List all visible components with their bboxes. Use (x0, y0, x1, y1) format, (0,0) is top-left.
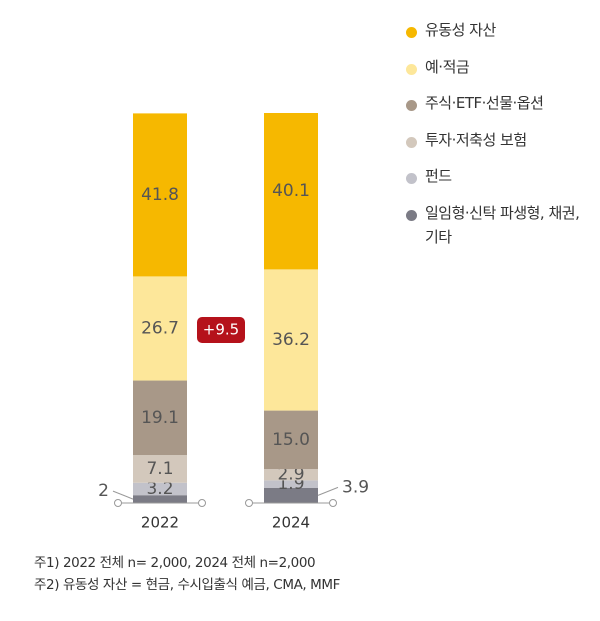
value-label: 19.1 (141, 408, 179, 428)
value-label: 15.0 (272, 430, 310, 450)
value-label: 26.7 (141, 318, 179, 338)
value-label: 7.1 (146, 459, 173, 479)
x-tick-label: 2022 (141, 514, 179, 532)
bar-segment (264, 410, 318, 470)
value-label: 36.2 (272, 330, 310, 350)
leader-line (112, 490, 134, 500)
value-label: 40.1 (272, 181, 310, 201)
legend-item: 일임형·신탁 파생형, 채권, 기타 (402, 204, 592, 246)
legend-label: 일임형·신탁 파생형, 채권, 기타 (425, 203, 580, 246)
bar-segment (264, 269, 318, 411)
legend-item: 예·적금 (402, 58, 592, 96)
baseline-end (114, 499, 122, 507)
baseline-end (198, 499, 206, 507)
value-label: 3.9 (342, 477, 369, 497)
value-label: 3.2 (146, 479, 173, 499)
baseline-end (245, 499, 253, 507)
legend-label: 유동성 자산 (425, 21, 496, 39)
legend-label: 주식·ETF·선물·옵션 (425, 94, 544, 112)
bar-segment (133, 495, 187, 503)
bar-segment (133, 113, 187, 277)
bar-segment (133, 482, 187, 496)
value-label: 41.8 (141, 185, 179, 205)
value-label: 2.9 (277, 465, 304, 485)
bar-segment (264, 487, 318, 503)
legend-label: 투자·저축성 보험 (425, 130, 527, 149)
legend-swatch (406, 136, 417, 148)
annotation: +9.5 (203, 321, 239, 339)
legend-label: 예·적금 (425, 57, 470, 76)
legend-swatch (406, 173, 417, 184)
annotation-badge (197, 317, 245, 343)
legend-label: 펀드 (425, 167, 452, 185)
notes: 주1) 2022 전체 n= 2,000, 2024 전체 n=2,000 주2… (34, 552, 340, 596)
bar-segment (133, 455, 187, 483)
bar-segment (133, 380, 187, 456)
bar-segment (264, 480, 318, 488)
legend-swatch (406, 209, 417, 221)
legend-swatch (406, 27, 417, 38)
note: 주1) 2022 전체 n= 2,000, 2024 전체 n=2,000 (34, 555, 316, 571)
baseline-end (329, 499, 337, 507)
legend-item: 펀드 (402, 167, 592, 205)
bar-segment (264, 469, 318, 481)
legend-swatch (406, 100, 417, 111)
legend-item: 유동성 자산 (402, 21, 592, 59)
legend-item: 투자·저축성 보험 (402, 131, 592, 169)
legend-swatch (406, 63, 417, 75)
legend-item: 주식·ETF·선물·옵션 (402, 94, 592, 132)
x-tick-label: 2024 (272, 514, 310, 532)
leader-line (317, 486, 339, 496)
value-label: 2 (98, 481, 109, 501)
bar-segment (264, 113, 318, 270)
note: 주2) 유동성 자산 = 현금, 수시입출식 예금, CMA, MMF (34, 577, 341, 593)
bar-segment (133, 276, 187, 381)
